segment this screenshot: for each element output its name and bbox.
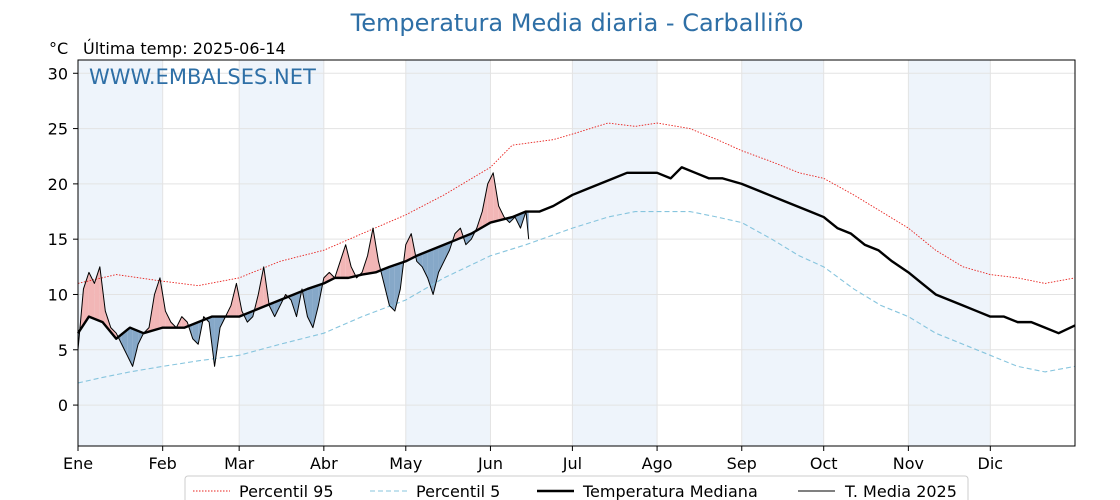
below-median-area — [444, 242, 450, 262]
above-median-area — [405, 233, 412, 262]
above-median-area — [454, 228, 461, 241]
watermark: WWW.EMBALSES.NET — [89, 65, 316, 89]
plot-frame — [77, 59, 1076, 447]
above-median-area — [340, 244, 346, 278]
above-median-area — [159, 277, 166, 329]
grid-lines — [77, 60, 1075, 446]
unit-label: °C — [49, 39, 68, 58]
x-tick-label-sep: Sep — [727, 454, 757, 473]
x-tick-label-may: May — [389, 454, 422, 473]
legend-label-p95: Percentil 95 — [239, 482, 334, 500]
below-median-area — [416, 253, 423, 267]
x-tick-label-ene: Ene — [63, 454, 93, 473]
below-median-area — [121, 329, 128, 356]
series-line-year — [77, 172, 530, 367]
y-tick-label: 25 — [48, 120, 68, 139]
x-tick-label-ago: Ago — [642, 454, 673, 473]
month-band-mar — [239, 60, 324, 446]
above-median-area — [487, 172, 494, 225]
below-median-area — [433, 246, 439, 295]
chart-title: Temperatura Media diaria - Carballiño — [350, 9, 804, 37]
x-axis-ticks: Ene Feb Mar Abr May Jun Jul Ago Sep Oct Nov Dic — [63, 446, 1003, 473]
above-median-area — [258, 266, 264, 309]
legend: Percentil 95 Percentil 5 Temperatura Med… — [184, 475, 969, 500]
y-tick-label: 5 — [58, 341, 68, 360]
above-median-area — [367, 228, 374, 274]
y-tick-label: 0 — [58, 396, 68, 415]
below-median-area — [427, 249, 434, 295]
x-tick-label-nov: Nov — [893, 454, 924, 473]
series-lines — [76, 122, 1076, 384]
month-band-jul — [572, 60, 658, 446]
legend-label-median: Temperatura Mediana — [582, 482, 758, 500]
x-tick-label-dic: Dic — [978, 454, 1004, 473]
above-median-area — [230, 283, 237, 317]
x-tick-label-mar: Mar — [224, 454, 255, 473]
above-median-area — [493, 172, 499, 222]
above-median-area — [482, 183, 488, 228]
month-band-nov — [908, 60, 991, 446]
below-median-area — [291, 293, 297, 317]
y-tick-label: 30 — [48, 64, 68, 83]
x-tick-label-oct: Oct — [810, 454, 838, 473]
last-temp-label: Última temp: 2025-06-14 — [83, 39, 286, 58]
y-tick-label: 20 — [48, 175, 68, 194]
y-axis-ticks: 0 5 10 15 20 25 30 — [48, 64, 78, 415]
below-median-area — [438, 244, 445, 273]
below-median-area — [389, 264, 395, 312]
legend-label-year: T. Media 2025 — [844, 482, 957, 500]
below-median-area — [394, 263, 401, 312]
below-median-area — [383, 266, 390, 306]
legend-label-p5: Percentil 5 — [416, 482, 500, 500]
series-line-p5 — [77, 210, 1076, 384]
x-tick-label-jul: Jul — [562, 454, 582, 473]
x-tick-label-jun: Jun — [477, 454, 503, 473]
below-median-area — [192, 322, 199, 345]
above-median-area — [181, 316, 188, 328]
below-median-area — [307, 287, 313, 328]
y-tick-label: 15 — [48, 230, 68, 249]
below-median-area — [274, 300, 281, 317]
month-band-ene — [78, 60, 163, 446]
month-band-sep — [741, 60, 824, 446]
above-median-area — [165, 311, 171, 328]
below-median-area — [132, 328, 139, 367]
below-median-area — [422, 251, 428, 278]
x-tick-label-abr: Abr — [310, 454, 338, 473]
y-tick-label: 10 — [48, 285, 68, 304]
above-median-area — [88, 272, 95, 319]
above-median-area — [345, 244, 352, 278]
x-tick-label-feb: Feb — [149, 454, 177, 473]
month-shading — [78, 60, 991, 446]
below-median-area — [312, 285, 319, 328]
series-line-p95 — [77, 122, 1076, 287]
legend-box — [184, 475, 969, 500]
series-line-median — [76, 166, 1076, 340]
